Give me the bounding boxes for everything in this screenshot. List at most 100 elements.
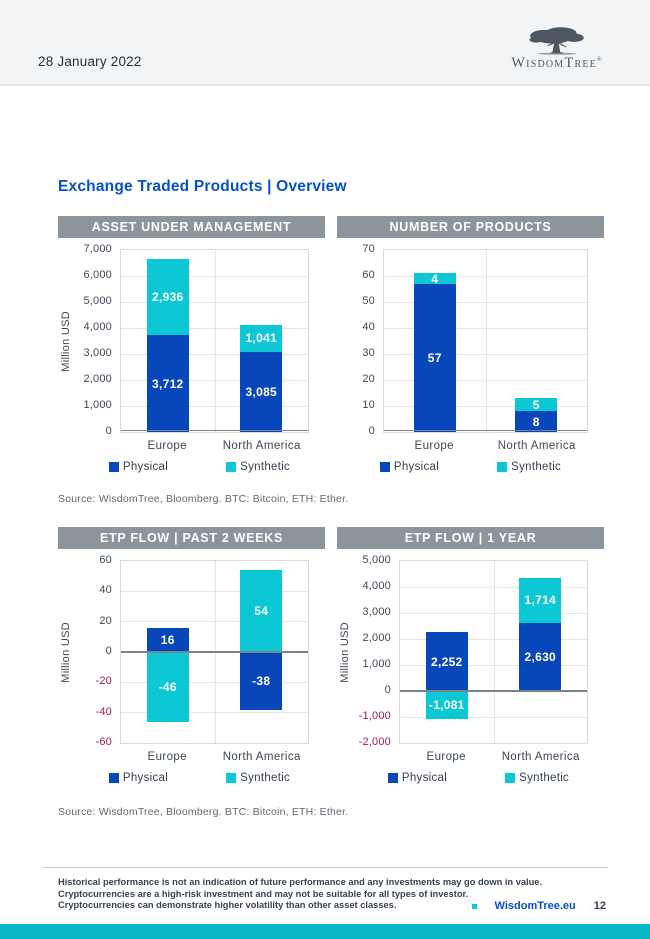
disclaimer-line: Cryptocurrencies can demonstrate higher … xyxy=(58,900,397,911)
x-axis-label: North America xyxy=(501,751,580,763)
bar-value-label: 1,714 xyxy=(524,593,557,608)
page-header: 28 January 2022 WisdomTree® xyxy=(0,0,650,86)
y-tick-label: 60 xyxy=(99,554,112,566)
y-tick-label: 2,000 xyxy=(83,373,112,385)
legend-swatch-icon xyxy=(505,773,516,783)
report-date: 28 January 2022 xyxy=(38,54,142,69)
bar-value-label: 3,085 xyxy=(245,384,278,399)
y-axis: -60 -40 -20 0 20 40 60 xyxy=(74,554,120,748)
source-note-1: Source: WisdomTree, Bloomberg. BTC: Bitc… xyxy=(58,493,349,505)
bar-value-label: 57 xyxy=(427,350,442,365)
x-axis-label: Europe xyxy=(147,440,187,452)
bar-value-label: 2,252 xyxy=(430,654,463,669)
y-tick-label: 5,000 xyxy=(362,554,391,566)
chart-asset-under-management: ASSET UNDER MANAGEMENT Million USD 0 1,00… xyxy=(58,216,325,473)
x-axis-label: Europe xyxy=(414,440,454,452)
y-tick-label: 10 xyxy=(362,399,375,411)
x-axis-label: North America xyxy=(222,440,301,452)
bar-physical-europe: 57 xyxy=(413,283,456,432)
legend-label: Physical xyxy=(122,461,169,473)
x-axis-label: Europe xyxy=(147,751,187,763)
chart-title: NUMBER OF PRODUCTS xyxy=(389,220,552,234)
y-tick-label: 5,000 xyxy=(83,295,112,307)
gridline-vertical xyxy=(214,250,216,432)
legend-swatch-icon xyxy=(497,462,508,472)
chart-title-bar: NUMBER OF PRODUCTS xyxy=(337,216,604,238)
bar-value-label: 16 xyxy=(160,632,175,647)
x-axis: Europe North America xyxy=(74,440,325,452)
zero-axis-line xyxy=(400,690,587,692)
y-tick-label: 30 xyxy=(362,347,375,359)
bar-physical-north-america: 2,630 xyxy=(519,622,562,691)
x-axis: Europe North America xyxy=(74,751,325,763)
bar-value-label: 5 xyxy=(532,397,540,412)
y-tick-label: 0 xyxy=(105,645,112,657)
chart-etp-flow-past-2-weeks: ETP FLOW | PAST 2 WEEKS Million USD -60-… xyxy=(58,527,325,784)
footer-link-row: WisdomTree.eu 12 xyxy=(471,900,606,912)
y-tick-label: 0 xyxy=(368,425,375,437)
footer-bullet-icon xyxy=(471,903,477,909)
bar-synthetic-north-america: 1,714 xyxy=(519,578,562,623)
footer-accent-bar xyxy=(0,924,650,939)
chart-title: ETP FLOW | PAST 2 WEEKS xyxy=(99,531,284,545)
y-tick-label: -1,000 xyxy=(358,710,391,722)
legend-swatch-icon xyxy=(108,773,119,783)
bar-value-label: 4 xyxy=(431,271,439,286)
legend-label: Synthetic xyxy=(511,461,562,473)
plot-area: 57 4 8 5 xyxy=(383,249,588,433)
legend-label: Synthetic xyxy=(240,772,291,784)
plot-area: 2,252 -1,081 2,630 1,714 xyxy=(399,560,588,744)
y-tick-label: 7,000 xyxy=(83,243,112,255)
legend-item-physical: Physical xyxy=(108,461,169,473)
x-axis-label: Europe xyxy=(426,751,466,763)
legend-swatch-icon xyxy=(226,462,237,472)
y-tick-label: 20 xyxy=(99,614,112,627)
bar-value-label: 8 xyxy=(532,414,540,429)
x-axis-label: North America xyxy=(222,751,301,763)
x-axis: Europe North America xyxy=(337,440,604,452)
wisdomtree-logo-tree-icon xyxy=(529,27,584,55)
legend-label: Physical xyxy=(122,772,169,784)
legend: Physical Synthetic xyxy=(74,461,325,473)
y-axis: 0 10 20 30 40 50 60 70 xyxy=(337,243,383,437)
y-axis: -2,000 -1,000 0 1,000 2,000 3,000 4,000 5,000 xyxy=(353,554,399,748)
y-tick-label: 40 xyxy=(99,584,112,597)
chart-title-bar: ETP FLOW | 1 YEAR xyxy=(337,527,604,549)
bar-synthetic-europe: 2,936 xyxy=(146,259,189,336)
legend-label: Synthetic xyxy=(240,461,291,473)
bar-synthetic-europe: -46 xyxy=(146,652,189,722)
site-link[interactable]: WisdomTree.eu xyxy=(494,900,576,912)
bar-value-label: 2,630 xyxy=(524,649,557,664)
bar-physical-europe: 2,252 xyxy=(425,632,468,691)
bar-synthetic-north-america: 54 xyxy=(240,570,283,652)
bar-synthetic-europe: -1,081 xyxy=(425,691,468,720)
bar-physical-north-america: 8 xyxy=(515,411,558,432)
y-tick-label: -20 xyxy=(95,675,112,688)
y-tick-label: 1,000 xyxy=(83,399,112,411)
legend-item-physical: Physical xyxy=(379,461,439,473)
legend-label: Synthetic xyxy=(519,772,570,784)
y-tick-label: 4,000 xyxy=(362,580,391,592)
bar-value-label: -1,081 xyxy=(428,698,465,713)
main-content: Exchange Traded Products | Overview ASSE… xyxy=(0,178,650,818)
footer-divider xyxy=(42,867,608,869)
bar-value-label: 1,041 xyxy=(245,331,278,346)
disclaimer-line: Cryptocurrencies are a high-risk investm… xyxy=(58,888,469,899)
y-tick-label: 3,000 xyxy=(362,606,391,618)
legend-item-synthetic: Synthetic xyxy=(497,461,561,473)
y-tick-label: 60 xyxy=(362,269,375,281)
zero-axis-line xyxy=(121,430,308,431)
y-tick-label: 6,000 xyxy=(83,269,112,281)
y-tick-label: 0 xyxy=(384,684,391,696)
chart-etp-flow-1-year: ETP FLOW | 1 YEAR Million USD -2,000 -1,0… xyxy=(337,527,604,784)
y-tick-label: 70 xyxy=(362,243,375,255)
legend-item-physical: Physical xyxy=(387,772,447,784)
x-axis: Europe North America xyxy=(353,751,604,763)
y-tick-label: 20 xyxy=(362,373,375,385)
y-tick-label: 4,000 xyxy=(83,321,112,333)
chart-title: ASSET UNDER MANAGEMENT xyxy=(91,220,292,234)
bar-synthetic-europe: 4 xyxy=(413,271,456,286)
x-axis-label: North America xyxy=(497,440,576,452)
bar-value-label: 54 xyxy=(254,604,269,619)
